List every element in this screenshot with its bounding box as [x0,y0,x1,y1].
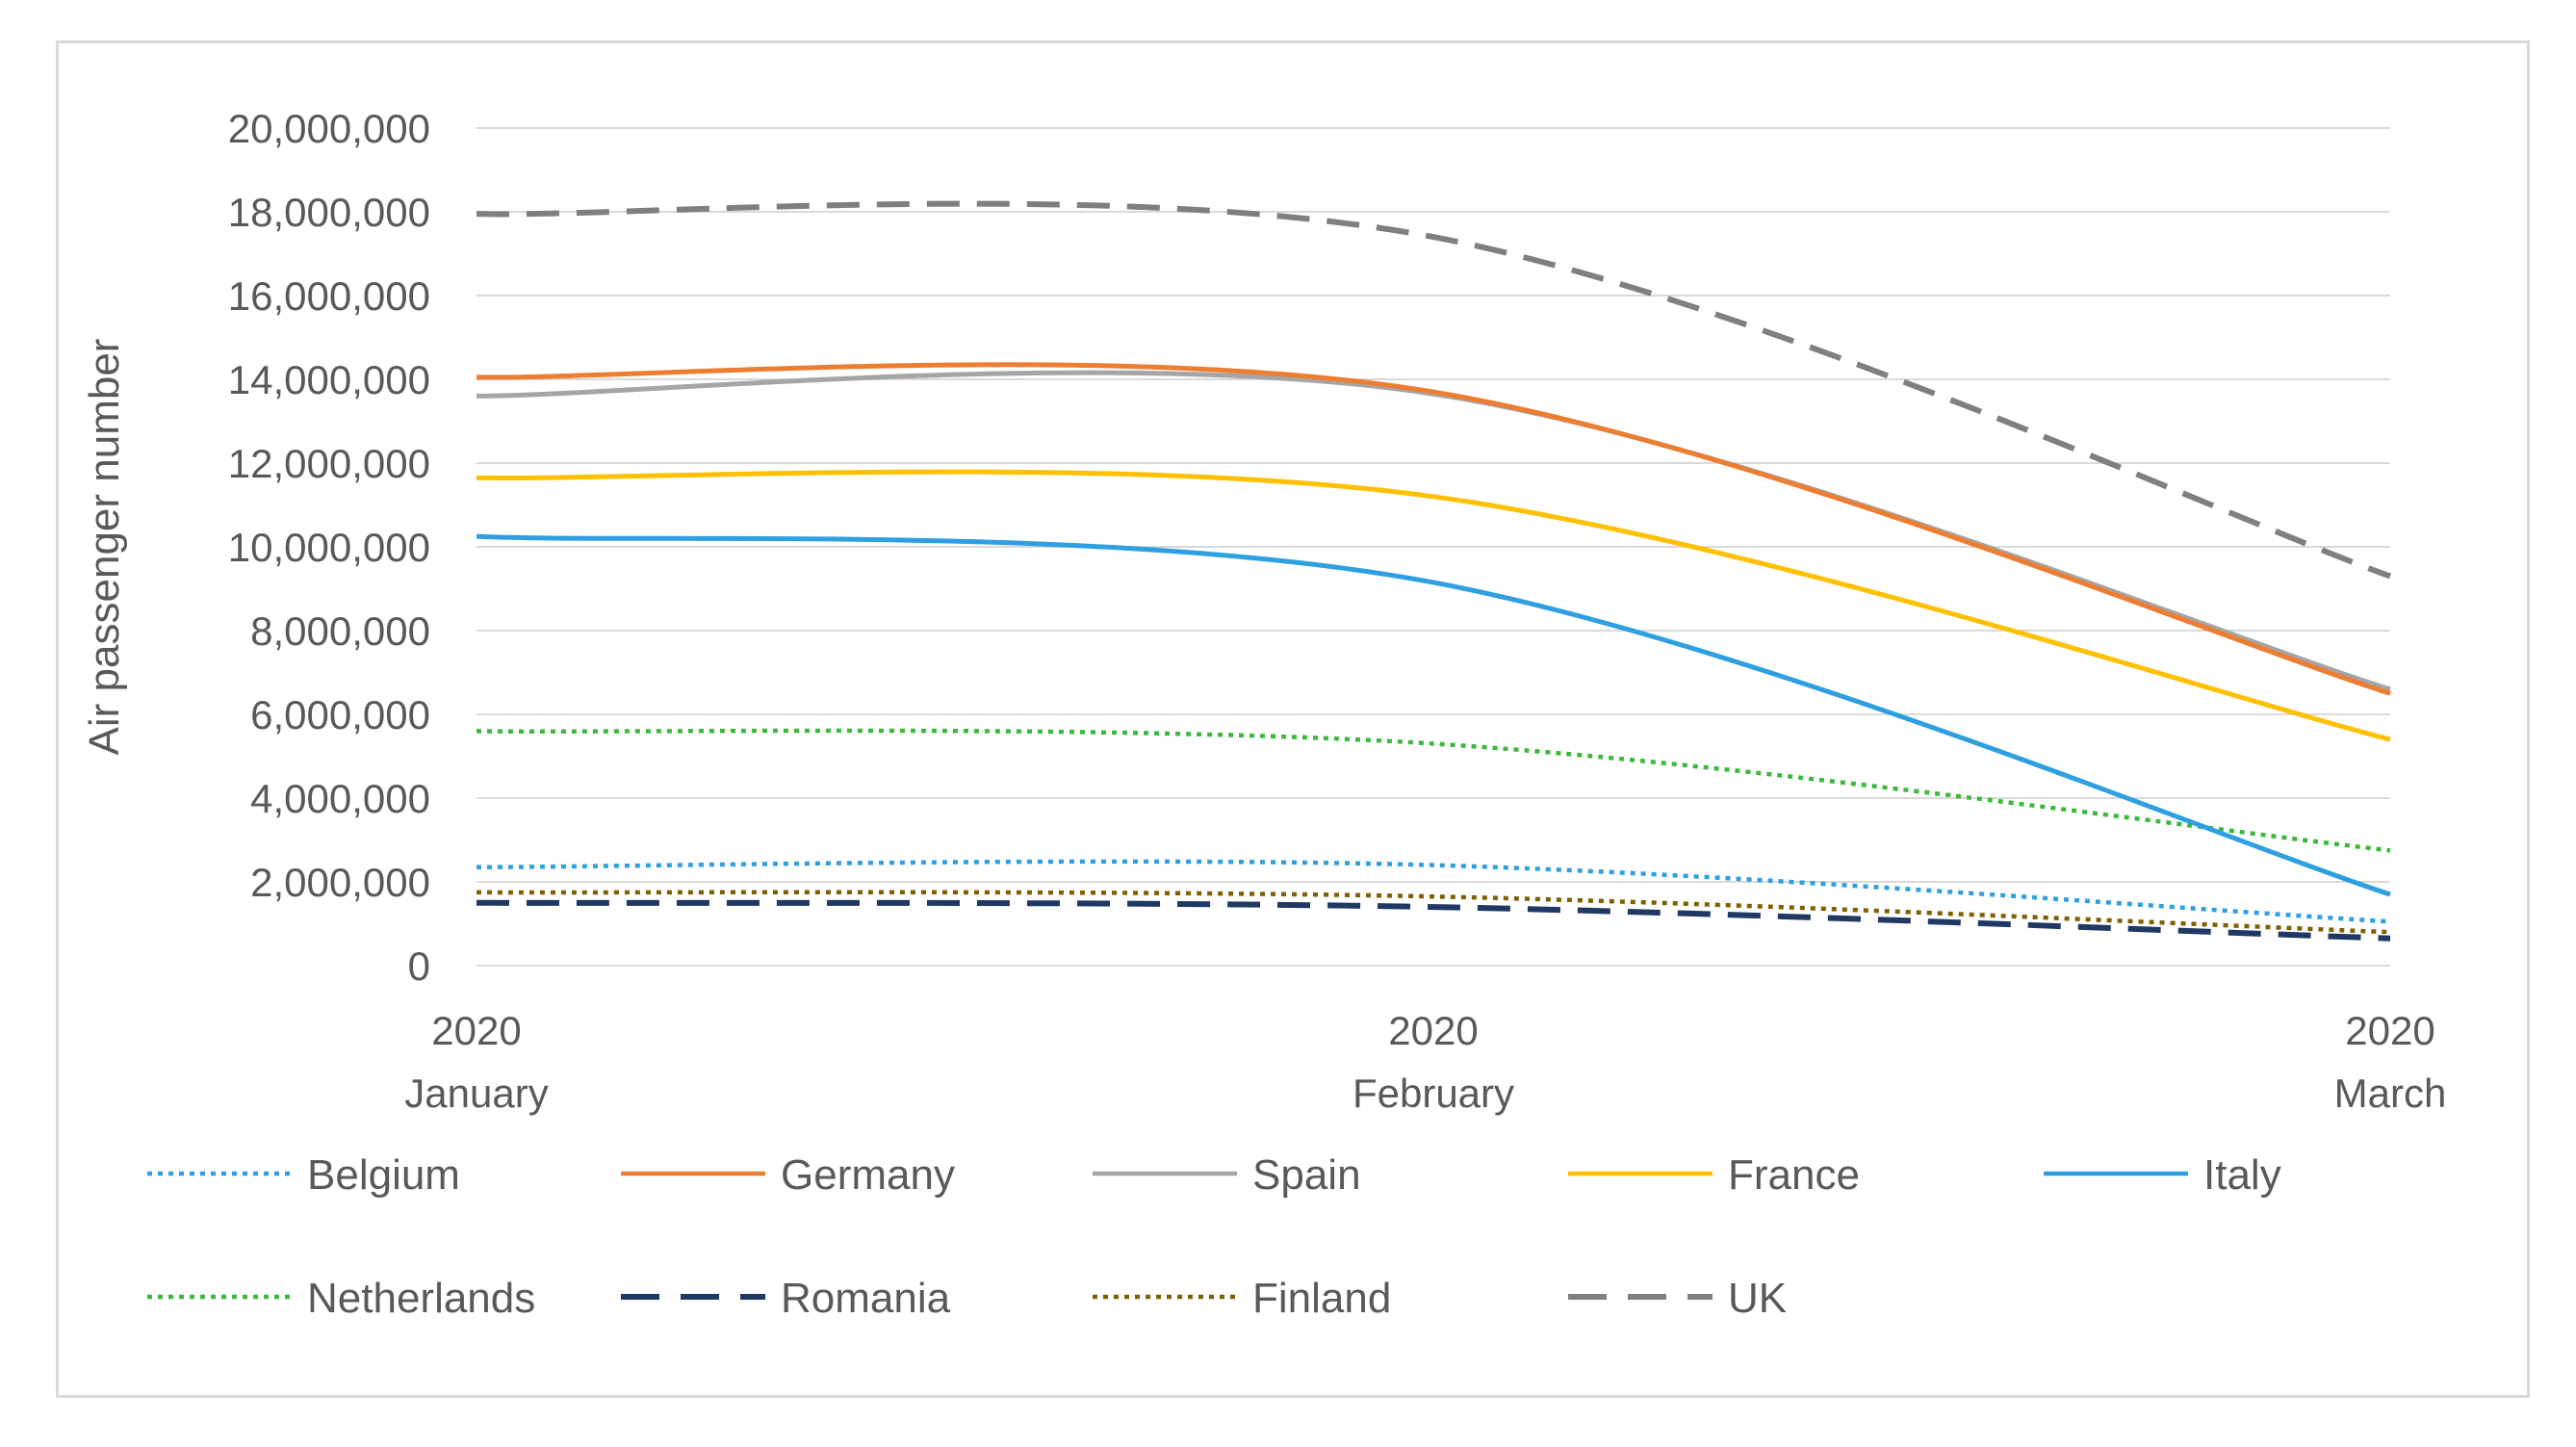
legend-label-italy: Italy [2203,1151,2281,1199]
x-tick-month: March [2334,1071,2447,1116]
series-line-netherlands [476,728,2391,853]
series-lines [476,200,2392,942]
legend-label-germany: Germany [781,1151,955,1199]
series-line-france [476,469,2391,742]
y-tick-label: 20,000,000 [228,106,430,151]
x-axis-ticks: 2020 January 2020 February 2020 March [404,1008,2446,1116]
series-line-uk [476,200,2392,580]
y-tick-label: 8,000,000 [250,608,430,654]
chart-area: 0 2,000,000 4,000,000 6,000,000 8,000,000 10,… [56,40,2530,1398]
y-tick-label: 10,000,000 [228,525,430,570]
y-tick-label: 16,000,000 [228,273,430,319]
series-line-spain [476,370,2391,692]
y-tick-label: 14,000,000 [228,357,430,402]
x-tick-year: 2020 [1388,1008,1478,1053]
y-tick-label: 18,000,000 [228,190,430,235]
x-tick-year: 2020 [2345,1008,2434,1053]
y-axis-title: Air passenger number [81,339,128,756]
x-tick-year: 2020 [431,1008,521,1053]
legend-label-finland: Finland [1252,1275,1391,1322]
line-chart: 0 2,000,000 4,000,000 6,000,000 8,000,000 10,… [81,106,2446,1322]
y-axis-ticks: 0 2,000,000 4,000,000 6,000,000 8,000,000 10,… [228,106,430,989]
x-tick-month: February [1352,1071,1514,1116]
y-tick-label: 4,000,000 [250,776,430,821]
gridlines [477,127,2390,967]
series-line-italy [476,533,2391,897]
y-tick-label: 2,000,000 [250,860,430,905]
series-line-finland [476,890,2391,935]
legend-label-romania: Romania [781,1275,951,1322]
y-tick-label: 0 [408,943,430,989]
series-line-belgium [476,859,2391,924]
legend-label-uk: UK [1728,1275,1787,1322]
legend-label-netherlands: Netherlands [307,1275,535,1322]
y-tick-label: 6,000,000 [250,692,430,737]
legend-label-france: France [1728,1151,1860,1199]
series-line-germany [476,362,2391,696]
y-tick-label: 12,000,000 [228,441,430,486]
legend-label-belgium: Belgium [307,1151,460,1199]
x-tick-month: January [404,1071,548,1116]
legend: Belgium Germany Spain France Italy Netherland… [147,1151,2281,1322]
legend-label-spain: Spain [1252,1151,1361,1199]
series-line-romania [476,899,2391,942]
